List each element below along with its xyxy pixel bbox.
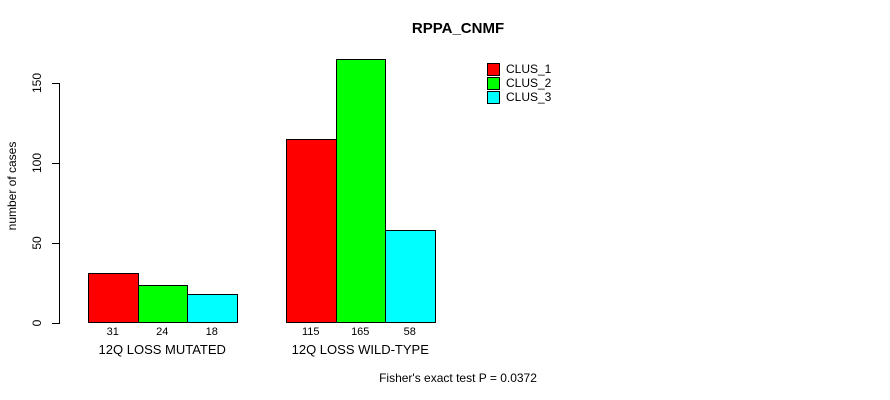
legend: CLUS_1 CLUS_2 CLUS_3 [487, 62, 551, 104]
y-tick-mark [52, 323, 59, 324]
legend-swatch-clus_2 [487, 76, 500, 90]
bar-clus_3-12q-loss-wild-type [385, 230, 436, 323]
x-category-label: 12Q LOSS WILD-TYPE [291, 342, 429, 357]
y-tick-label: 0 [30, 319, 44, 327]
y-tick-mark [52, 83, 59, 84]
y-tick-mark [52, 243, 59, 244]
legend-label: CLUS_3 [506, 90, 552, 104]
y-tick-label: 100 [30, 152, 44, 174]
y-tick-mark [52, 163, 59, 164]
bar-value-label: 18 [205, 326, 218, 338]
legend-item: CLUS_2 [487, 76, 551, 90]
legend-label: CLUS_1 [506, 62, 552, 76]
bar-value-label: 31 [106, 326, 119, 338]
bar-value-label: 115 [301, 326, 320, 338]
bar-clus_3-12q-loss-mutated [187, 294, 238, 323]
legend-swatch-clus_1 [487, 62, 500, 76]
bar-value-label: 24 [156, 326, 169, 338]
legend-item: CLUS_1 [487, 62, 551, 76]
bar-clus_1-12q-loss-wild-type [286, 139, 337, 323]
chart-title: RPPA_CNMF [411, 20, 505, 37]
legend-label: CLUS_2 [506, 76, 552, 90]
y-axis-label: number of cases [5, 141, 19, 231]
bar-clus_2-12q-loss-wild-type [335, 59, 386, 323]
pvalue-note: Fisher's exact test P = 0.0372 [379, 371, 537, 385]
x-category-label: 12Q LOSS MUTATED [98, 342, 226, 357]
bar-value-label: 58 [403, 326, 416, 338]
bar-clus_2-12q-loss-mutated [137, 284, 188, 323]
y-axis-line [59, 83, 60, 324]
legend-item: CLUS_3 [487, 90, 551, 104]
legend-swatch-clus_3 [487, 90, 500, 104]
bar-value-label: 165 [351, 326, 370, 338]
y-tick-label: 150 [30, 72, 44, 94]
y-tick-label: 50 [30, 236, 44, 250]
bar-clus_1-12q-loss-mutated [88, 273, 139, 323]
